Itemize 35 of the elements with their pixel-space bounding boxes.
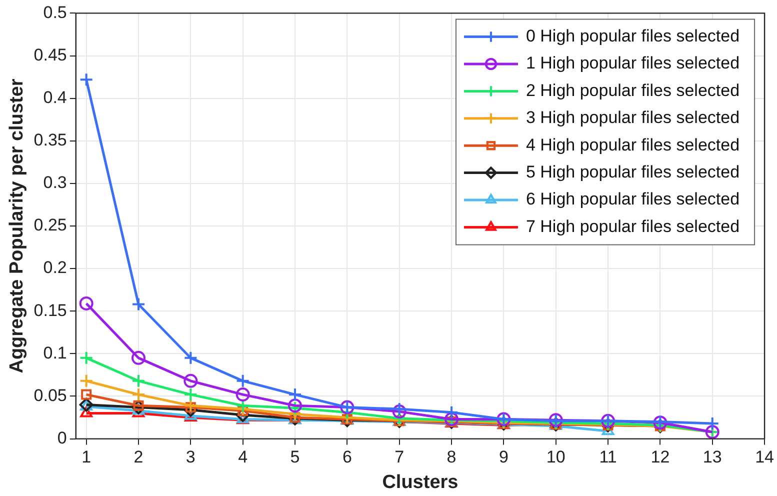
y-tick-label: 0.3 (43, 173, 67, 192)
legend-label: 2 High popular files selected (526, 80, 740, 100)
legend-label: 1 High popular files selected (526, 54, 740, 73)
x-tick-label: 8 (446, 448, 456, 467)
y-tick-label: 0.1 (43, 343, 67, 362)
legend-label: 5 High popular files selected (526, 162, 740, 182)
x-tick-label: 9 (498, 448, 508, 467)
y-tick-label: 0.5 (43, 2, 67, 22)
x-tick-label: 7 (394, 448, 404, 467)
y-tick-label: 0 (57, 428, 67, 448)
y-tick-label: 0.15 (34, 300, 67, 320)
x-tick-label: 3 (186, 448, 196, 467)
legend-label: 4 High popular files selected (526, 135, 740, 154)
x-axis-title: Clusters (382, 472, 458, 493)
x-tick-label: 1 (82, 448, 92, 467)
y-axis-title: Aggregate Popularity per cluster (6, 78, 28, 374)
x-tick-label: 14 (755, 448, 774, 467)
x-tick-label: 12 (650, 448, 670, 467)
legend-label: 7 High popular files selected (526, 216, 740, 236)
x-tick-label: 13 (702, 448, 722, 467)
x-tick-label: 10 (546, 448, 566, 467)
legend-label: 3 High popular files selected (526, 108, 740, 128)
y-tick-label: 0.35 (34, 130, 67, 150)
x-tick-label: 5 (290, 448, 300, 467)
x-tick-label: 6 (342, 448, 352, 467)
y-tick-label: 0.2 (43, 258, 67, 278)
x-tick-label: 11 (599, 448, 617, 467)
x-tick-label: 4 (238, 448, 248, 467)
y-tick-label: 0.4 (43, 88, 67, 108)
y-tick-label: 0.05 (34, 386, 67, 405)
legend-label: 6 High popular files selected (526, 190, 740, 209)
y-tick-label: 0.45 (34, 45, 67, 64)
y-tick-label: 0.25 (34, 216, 67, 235)
x-tick-label: 2 (134, 448, 144, 467)
legend-label: 0 High popular files selected (526, 26, 740, 46)
